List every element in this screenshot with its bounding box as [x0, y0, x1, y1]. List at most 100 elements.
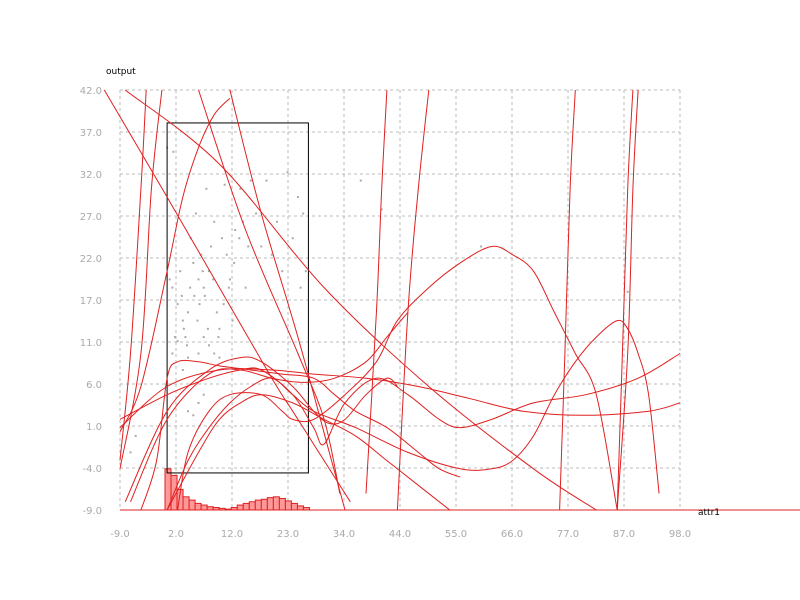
scatter-point	[249, 179, 252, 182]
series-curve	[119, 97, 231, 433]
scatter-point	[276, 220, 279, 223]
scatter-point	[626, 290, 629, 293]
histogram-bar	[260, 498, 268, 511]
scatter-point	[239, 187, 242, 190]
scatter-point	[218, 327, 221, 330]
x-tick-label: 87.0	[613, 529, 635, 540]
scatter-point	[213, 352, 216, 355]
scatter-point	[134, 434, 137, 437]
scatter-point	[207, 270, 210, 273]
y-tick-label: 22.0	[80, 254, 102, 265]
scatter-point	[176, 303, 179, 306]
scatter-point	[228, 278, 231, 281]
scatter-point	[299, 286, 302, 289]
scatter-point	[181, 319, 184, 322]
scatter-point	[213, 220, 216, 223]
x-tick-label: 23.0	[277, 529, 299, 540]
scatter-point	[176, 340, 179, 343]
y-axis-label: output	[106, 67, 136, 77]
scatter-point	[302, 212, 305, 215]
scatter-point	[281, 270, 284, 273]
scatter-point	[238, 237, 241, 240]
series-curve	[396, 89, 430, 511]
scatter-point	[171, 286, 174, 289]
series-curve	[119, 89, 147, 461]
scatter-point	[221, 237, 224, 240]
scatter-point	[203, 294, 206, 297]
y-tick-label: 17.0	[80, 296, 102, 307]
scatter-point	[260, 245, 263, 248]
series-curve	[166, 319, 660, 511]
series-curve	[124, 356, 398, 503]
scatter-point	[247, 245, 250, 248]
scatter-point	[206, 327, 209, 330]
series-curve	[124, 89, 597, 511]
scatter-point	[173, 336, 176, 339]
scatter-point	[192, 414, 195, 417]
y-tick-label: 6.0	[86, 380, 102, 391]
scatter-point	[129, 451, 132, 454]
x-tick-label: 77.0	[557, 529, 579, 540]
histogram-bar	[296, 505, 304, 511]
curves	[103, 89, 681, 511]
x-tick-label: 12.0	[221, 529, 243, 540]
scatter-point	[227, 286, 230, 289]
series-curve	[166, 394, 451, 511]
series-curve	[616, 89, 639, 511]
series-curve	[177, 245, 618, 511]
histogram-bar	[236, 504, 244, 511]
series-curve	[229, 89, 346, 511]
histogram-bar	[194, 502, 202, 511]
histogram-bar	[200, 504, 208, 511]
y-tick-label: 37.0	[80, 128, 102, 139]
scatter-point	[185, 344, 188, 347]
scatter-point	[291, 237, 294, 240]
scatter-point	[223, 183, 226, 186]
y-tick-label: -9.0	[82, 506, 102, 517]
scatter-point	[215, 311, 218, 314]
scatter-point	[171, 352, 174, 355]
scatter-point	[304, 270, 307, 273]
scatter-point	[187, 410, 190, 413]
scatter-point	[225, 253, 228, 256]
series-curve	[119, 89, 163, 469]
x-tick-label: 66.0	[501, 529, 523, 540]
scatter-point	[286, 171, 289, 174]
y-tick-label: 11.0	[80, 338, 102, 349]
range-box	[166, 122, 309, 474]
scatter-point	[244, 286, 247, 289]
scatter-point	[222, 303, 225, 306]
scatter-point	[218, 356, 221, 359]
grid	[119, 89, 681, 511]
series-curve	[119, 353, 681, 446]
y-tick-label: 42.0	[80, 86, 102, 97]
histogram-bar	[182, 496, 190, 511]
scatter-point	[380, 208, 383, 211]
y-tick-label: -4.0	[82, 464, 102, 475]
y-tick-label: 32.0	[80, 170, 102, 181]
x-tick-label: 34.0	[333, 529, 355, 540]
scatter-point	[207, 344, 210, 347]
x-tick-label: 55.0	[445, 529, 467, 540]
histogram-bar	[248, 501, 256, 511]
series-curve	[103, 89, 351, 503]
series-curve	[559, 89, 576, 511]
x-tick-labels: -9.0 2.0 12.0 23.0 34.0 44.0 55.0 66.0 77.0 87.0 9…	[110, 529, 691, 540]
x-tick-label: -9.0	[110, 529, 130, 540]
histogram-bar	[290, 502, 298, 511]
scatter-point	[231, 319, 234, 322]
scatter-point	[179, 270, 182, 273]
scatter-point	[180, 294, 183, 297]
scatter-point	[197, 401, 200, 404]
scatter-point	[201, 270, 204, 273]
scatter-point	[184, 336, 187, 339]
scatter-point	[192, 261, 195, 264]
histogram-bar	[272, 496, 280, 511]
scatter-point	[181, 369, 184, 371]
scatter-point	[187, 311, 190, 314]
scatter-point	[202, 286, 205, 289]
scatter-point	[193, 294, 196, 297]
series-curve	[365, 89, 388, 494]
histogram-bar	[284, 500, 292, 511]
